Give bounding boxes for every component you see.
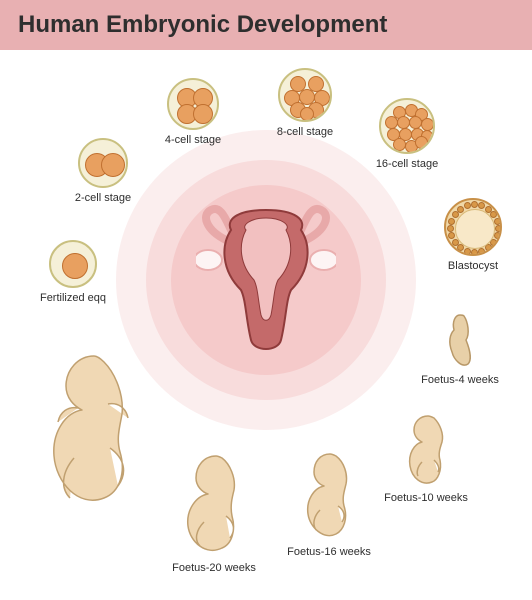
8-cell-icon [278, 68, 332, 122]
page-title: Human Embryonic Development [18, 11, 387, 39]
stage-8-cell: 8-cell stage [260, 68, 350, 138]
2-cell-icon [78, 138, 128, 188]
stage-label: 16-cell stage [376, 158, 438, 170]
blastocyst-icon [444, 198, 502, 256]
stage-2-cell: 2-cell stage [58, 138, 148, 204]
stage-4-cell: 4-cell stage [148, 78, 238, 146]
stage-label: Foetus-4 weeks [421, 374, 499, 386]
full-term-icon [38, 348, 148, 518]
stage-foetus-10: Foetus-10 weeks [398, 410, 454, 504]
stage-label: 2-cell stage [75, 192, 131, 204]
stage-label: Blastocyst [448, 260, 498, 272]
stage-foetus-20: Foetus-20 weeks [176, 450, 252, 574]
diagram-canvas: Fertilized eqq 2-cell stage 4-cell stage 8-… [0, 50, 532, 600]
foetus-4-icon [440, 310, 480, 370]
fertilized-egg-icon [49, 240, 97, 288]
stage-full-term [38, 348, 148, 518]
stage-label: 8-cell stage [277, 126, 333, 138]
16-cell-icon [379, 98, 435, 154]
stage-fertilized-egg: Fertilized eqq [28, 240, 118, 304]
stage-label: Foetus-10 weeks [384, 492, 468, 504]
foetus-10-icon [398, 410, 454, 488]
stage-foetus-4: Foetus-4 weeks [440, 310, 480, 386]
stage-label: Fertilized eqq [40, 292, 106, 304]
foetus-16-icon [296, 448, 362, 542]
stage-16-cell: 16-cell stage [362, 98, 452, 170]
stage-label: Foetus-20 weeks [172, 562, 256, 574]
stage-label: 4-cell stage [165, 134, 221, 146]
stage-foetus-16: Foetus-16 weeks [296, 448, 362, 558]
4-cell-icon [167, 78, 219, 130]
stage-label: Foetus-16 weeks [287, 546, 371, 558]
uterus-illustration [196, 200, 336, 360]
foetus-20-icon [176, 450, 252, 558]
stage-blastocyst: Blastocyst [428, 198, 518, 272]
title-bar: Human Embryonic Development [0, 0, 532, 50]
